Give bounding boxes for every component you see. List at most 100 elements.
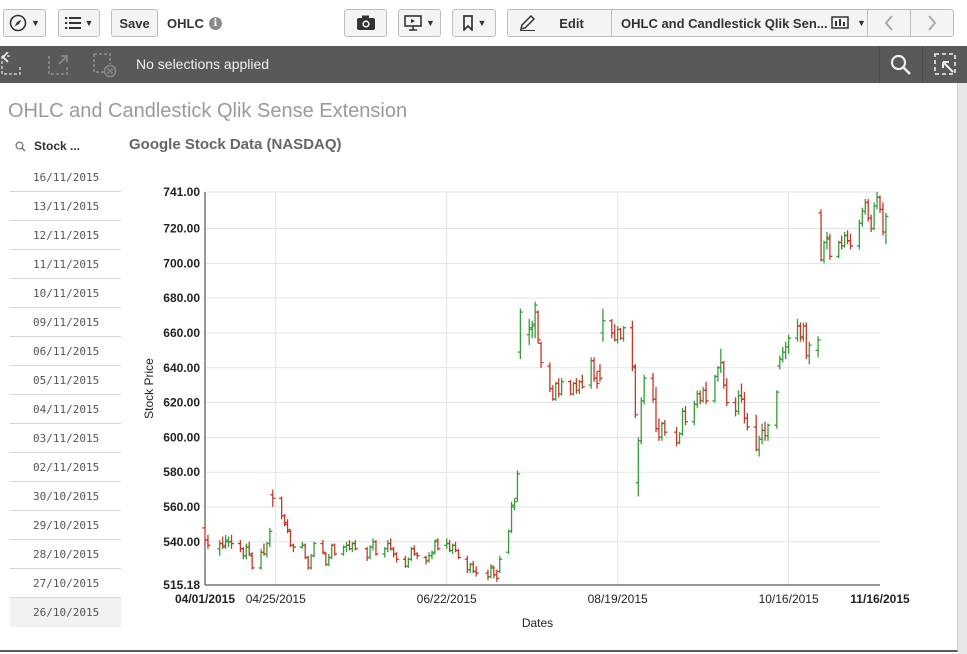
ohlc-bar[interactable] xyxy=(765,423,771,441)
clear-all-icon[interactable] xyxy=(92,52,118,78)
list-item[interactable]: 09/11/2015 xyxy=(10,308,121,337)
scroll-gutter[interactable] xyxy=(958,83,967,654)
ohlc-bar[interactable] xyxy=(815,336,821,358)
step-back-icon[interactable] xyxy=(0,52,26,78)
ohlc-bar[interactable] xyxy=(806,341,812,365)
ohlc-bar[interactable] xyxy=(547,362,553,393)
ohlc-bar[interactable] xyxy=(573,378,579,394)
ohlc-bar[interactable] xyxy=(803,322,809,360)
list-item[interactable]: 30/10/2015 xyxy=(10,482,121,511)
ohlc-bar[interactable] xyxy=(874,192,880,210)
ohlc-bar[interactable] xyxy=(205,534,211,549)
ohlc-bar[interactable] xyxy=(394,552,400,563)
ohlc-bar[interactable] xyxy=(485,569,491,581)
ohlc-bar[interactable] xyxy=(332,543,338,556)
ohlc-bar[interactable] xyxy=(285,519,291,534)
ohlc-bar[interactable] xyxy=(641,374,647,405)
ohlc-bar[interactable] xyxy=(794,319,800,342)
ohlc-bar[interactable] xyxy=(511,498,517,511)
ohlc-bar[interactable] xyxy=(621,326,627,342)
ohlc-bar[interactable] xyxy=(464,555,470,574)
ohlc-bar[interactable] xyxy=(267,527,273,548)
ohlc-bar[interactable] xyxy=(868,214,874,233)
ohlc-bar[interactable] xyxy=(824,232,830,250)
ohlc-bar[interactable] xyxy=(535,310,541,344)
ohlc-bar[interactable] xyxy=(845,230,851,245)
ohlc-bar[interactable] xyxy=(827,233,833,260)
list-item[interactable]: 03/11/2015 xyxy=(10,424,121,453)
step-forward-icon[interactable] xyxy=(47,52,73,78)
ohlc-bar[interactable] xyxy=(597,364,603,382)
ohlc-bar[interactable] xyxy=(391,547,397,558)
ohlc-bar[interactable] xyxy=(836,240,842,259)
ohlc-bar[interactable] xyxy=(650,372,656,403)
ohlc-bar[interactable] xyxy=(229,534,235,549)
ohlc-bar[interactable] xyxy=(246,541,252,556)
ohlc-bar[interactable] xyxy=(311,541,317,558)
ohlc-bar[interactable] xyxy=(733,397,739,417)
ohlc-bar[interactable] xyxy=(494,569,500,582)
ohlc-bar[interactable] xyxy=(877,195,883,213)
ohlc-bar[interactable] xyxy=(526,319,532,346)
ohlc-bar[interactable] xyxy=(240,547,246,560)
edit-button[interactable]: Edit xyxy=(507,9,612,37)
ohlc-bar[interactable] xyxy=(352,540,358,551)
ohlc-bar[interactable] xyxy=(871,202,877,231)
ohlc-bar[interactable] xyxy=(364,547,370,561)
ohlc-bar[interactable] xyxy=(680,407,686,436)
ohlc-bar[interactable] xyxy=(435,538,441,551)
ohlc-bar[interactable] xyxy=(635,437,641,497)
ohlc-bar[interactable] xyxy=(538,341,544,368)
ohlc-bar[interactable] xyxy=(423,555,429,565)
ohlc-bar[interactable] xyxy=(694,390,700,408)
selection-tool-icon[interactable] xyxy=(933,52,959,78)
ohlc-bar[interactable] xyxy=(862,198,868,215)
list-item[interactable]: 13/11/2015 xyxy=(10,192,121,221)
list-item[interactable]: 02/11/2015 xyxy=(10,453,121,482)
list-item[interactable]: 04/11/2015 xyxy=(10,395,121,424)
list-item[interactable]: 27/10/2015 xyxy=(10,569,121,598)
list-item[interactable]: 06/11/2015 xyxy=(10,337,121,366)
ohlc-bar[interactable] xyxy=(842,232,848,248)
ohlc-bar[interactable] xyxy=(759,423,765,445)
ohlc-bar[interactable] xyxy=(488,564,494,579)
ohlc-bar[interactable] xyxy=(629,320,635,372)
navigation-menu-button[interactable]: ▼ xyxy=(3,9,46,37)
ohlc-bar[interactable] xyxy=(703,381,709,405)
ohlc-bar[interactable] xyxy=(653,386,659,433)
ohlc-bar[interactable] xyxy=(797,322,803,342)
snapshot-button[interactable] xyxy=(344,9,387,37)
ohlc-bar[interactable] xyxy=(559,378,565,396)
ohlc-bar[interactable] xyxy=(615,326,621,344)
ohlc-bar[interactable] xyxy=(786,334,792,354)
ohlc-chart[interactable]: 515.18 540.00 560.00 580.00 600.00 620.00 640.… xyxy=(130,165,920,645)
global-menu-button[interactable]: ▼ xyxy=(58,9,100,37)
ohlc-bar[interactable] xyxy=(712,374,718,403)
search-icon[interactable] xyxy=(889,53,913,77)
ohlc-bar[interactable] xyxy=(553,381,559,401)
ohlc-bar[interactable] xyxy=(783,341,789,360)
list-item[interactable]: 05/11/2015 xyxy=(10,366,121,395)
ohlc-bar[interactable] xyxy=(632,364,638,419)
list-item[interactable]: 28/10/2015 xyxy=(10,540,121,569)
ohlc-bar[interactable] xyxy=(744,413,750,431)
ohlc-bar[interactable] xyxy=(343,541,349,553)
list-item[interactable]: 11/11/2015 xyxy=(10,250,121,279)
ohlc-bar[interactable] xyxy=(532,301,538,339)
ohlc-bar[interactable] xyxy=(414,552,420,560)
ohlc-bar[interactable] xyxy=(249,552,255,570)
ohlc-bar[interactable] xyxy=(856,219,862,250)
list-item[interactable]: 26/10/2015 xyxy=(10,598,121,627)
ohlc-bar[interactable] xyxy=(517,308,523,360)
ohlc-bar[interactable] xyxy=(659,421,665,441)
ohlc-bar[interactable] xyxy=(223,534,229,549)
ohlc-bar[interactable] xyxy=(370,538,376,551)
ohlc-bar[interactable] xyxy=(287,529,293,548)
bookmark-button[interactable]: ▼ xyxy=(452,9,496,37)
ohlc-bar[interactable] xyxy=(455,548,461,560)
ohlc-bar[interactable] xyxy=(270,489,276,507)
ohlc-bar[interactable] xyxy=(780,346,786,363)
list-item[interactable]: 10/11/2015 xyxy=(10,279,121,308)
ohlc-bar[interactable] xyxy=(429,550,435,560)
ohlc-bar[interactable] xyxy=(588,357,594,389)
